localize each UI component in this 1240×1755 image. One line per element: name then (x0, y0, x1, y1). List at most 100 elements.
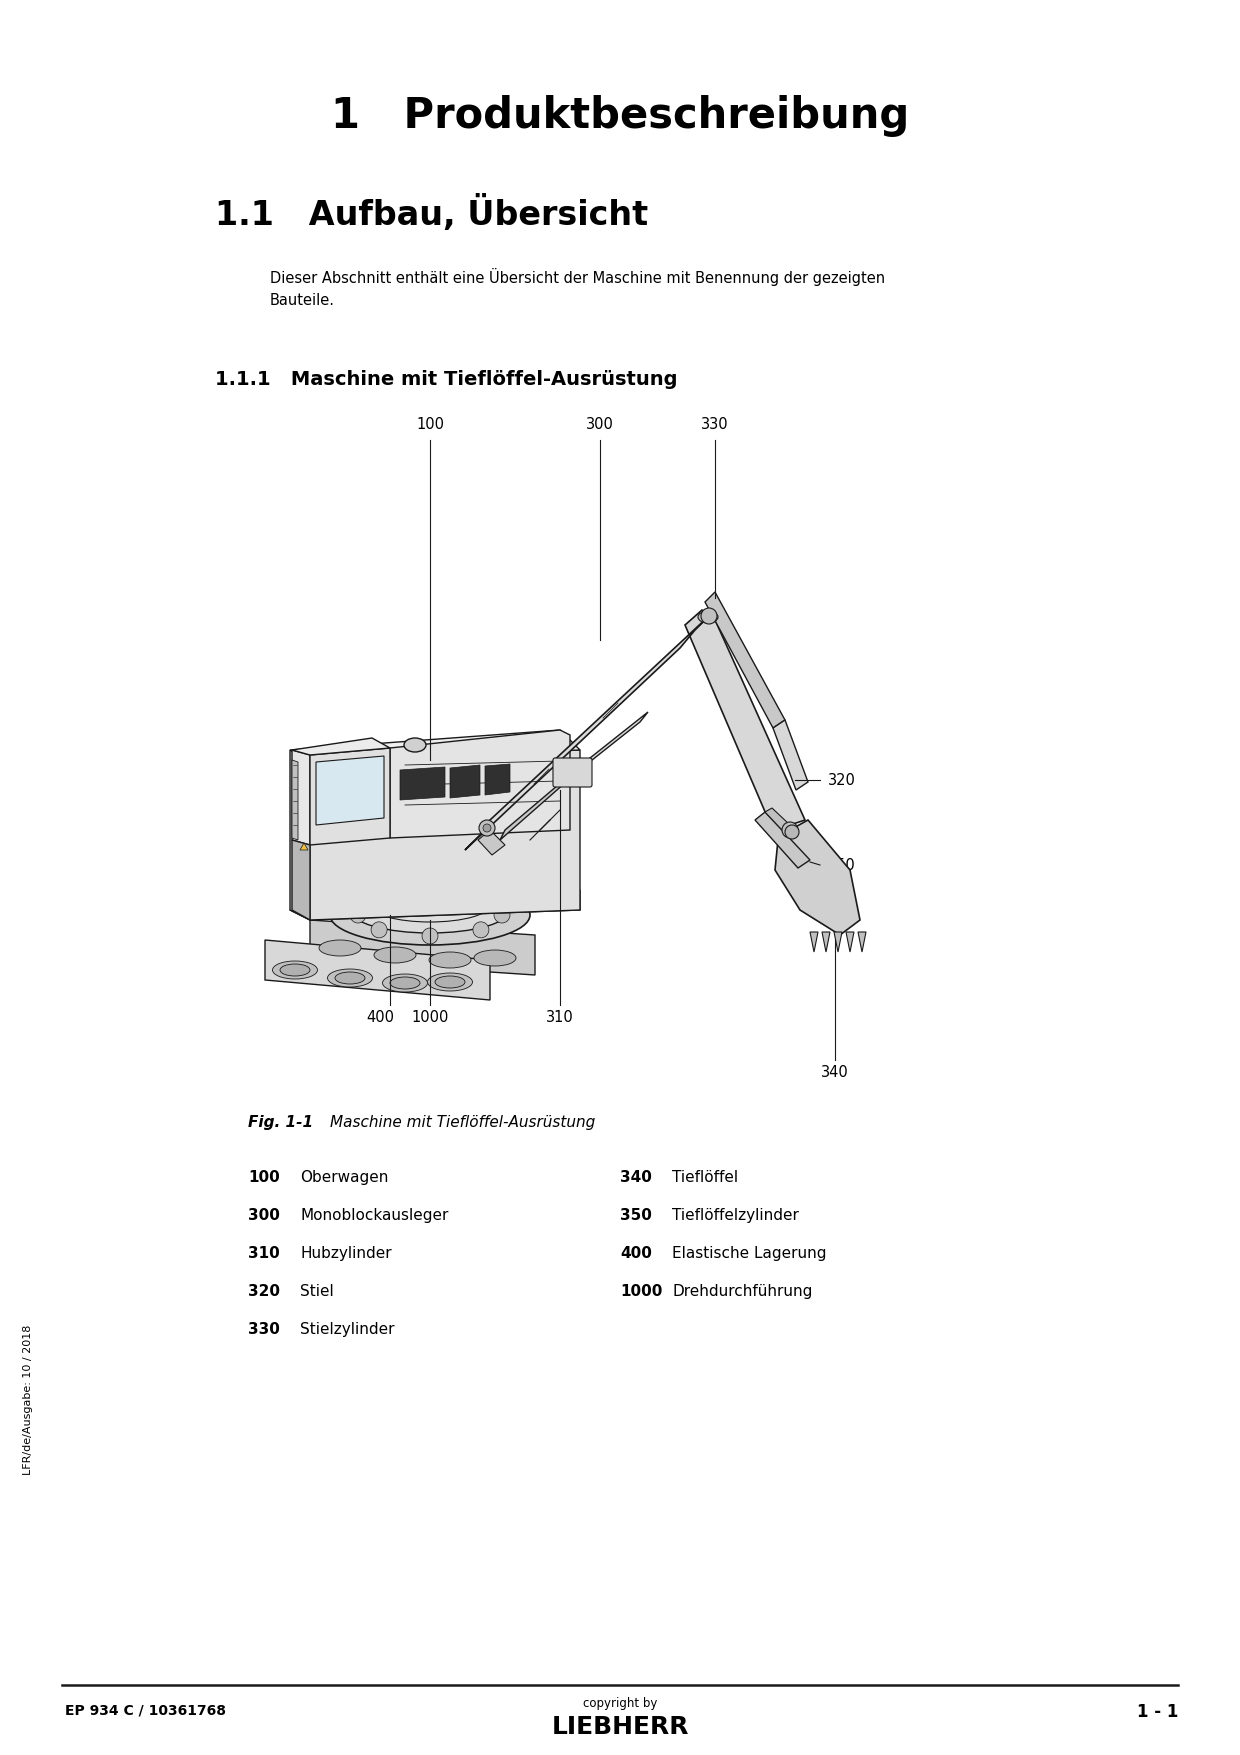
Circle shape (472, 921, 489, 937)
Text: 1.1.1   Maschine mit Tieflöffel-Ausrüstung: 1.1.1 Maschine mit Tieflöffel-Ausrüstung (215, 370, 677, 390)
Polygon shape (291, 841, 310, 920)
Ellipse shape (382, 974, 428, 992)
Polygon shape (310, 920, 534, 976)
Circle shape (782, 821, 799, 837)
Polygon shape (477, 830, 505, 855)
Text: 300: 300 (248, 1207, 280, 1223)
Text: Drehdurchführung: Drehdurchführung (672, 1285, 812, 1299)
Text: 330: 330 (248, 1322, 280, 1337)
Ellipse shape (391, 978, 420, 990)
Polygon shape (858, 932, 866, 951)
Text: 1000: 1000 (412, 1009, 449, 1025)
Ellipse shape (330, 885, 529, 944)
Text: 330: 330 (701, 418, 729, 432)
Ellipse shape (374, 948, 415, 963)
Text: 350: 350 (828, 858, 856, 872)
Text: Elastische Lagerung: Elastische Lagerung (672, 1246, 827, 1262)
Ellipse shape (319, 941, 361, 956)
Polygon shape (450, 765, 480, 799)
Circle shape (422, 886, 438, 902)
Text: 100: 100 (415, 418, 444, 432)
Text: LIEBHERR: LIEBHERR (552, 1715, 688, 1739)
Polygon shape (391, 730, 570, 837)
Polygon shape (582, 713, 649, 769)
Circle shape (371, 892, 387, 907)
Ellipse shape (273, 962, 317, 979)
Text: EP 934 C / 10361768: EP 934 C / 10361768 (64, 1702, 226, 1716)
Polygon shape (290, 890, 580, 920)
Polygon shape (846, 932, 854, 951)
Polygon shape (485, 763, 510, 795)
Circle shape (472, 892, 489, 907)
Polygon shape (300, 842, 308, 849)
Text: Oberwagen: Oberwagen (300, 1171, 388, 1185)
Circle shape (479, 820, 495, 835)
Polygon shape (465, 614, 711, 849)
Circle shape (484, 825, 491, 832)
Text: copyright by: copyright by (583, 1697, 657, 1709)
Ellipse shape (435, 976, 465, 988)
Text: 320: 320 (828, 772, 856, 788)
Circle shape (494, 907, 510, 923)
Text: 400: 400 (620, 1246, 652, 1262)
Circle shape (371, 921, 387, 937)
Text: Stiel: Stiel (300, 1285, 334, 1299)
Text: 1   Produktbeschreibung: 1 Produktbeschreibung (331, 95, 909, 137)
Text: 100: 100 (248, 1171, 280, 1185)
Polygon shape (316, 756, 384, 825)
Polygon shape (706, 591, 785, 728)
Text: 340: 340 (821, 1065, 849, 1079)
Text: 310: 310 (248, 1246, 280, 1262)
Circle shape (350, 907, 366, 923)
Text: Dieser Abschnitt enthält eine Übersicht der Maschine mit Benennung der gezeigten: Dieser Abschnitt enthält eine Übersicht … (270, 269, 885, 309)
Polygon shape (835, 932, 842, 951)
Ellipse shape (428, 972, 472, 992)
Polygon shape (500, 758, 590, 841)
Polygon shape (265, 941, 490, 1000)
Text: 300: 300 (587, 418, 614, 432)
Ellipse shape (350, 886, 510, 934)
Circle shape (701, 607, 717, 625)
Ellipse shape (280, 963, 310, 976)
Ellipse shape (474, 949, 516, 965)
Text: Tieflöffelzylinder: Tieflöffelzylinder (672, 1207, 799, 1223)
Polygon shape (755, 813, 810, 869)
Polygon shape (310, 748, 391, 844)
Ellipse shape (404, 739, 427, 751)
Polygon shape (290, 749, 310, 920)
Text: Maschine mit Tieflöffel-Ausrüstung: Maschine mit Tieflöffel-Ausrüstung (330, 1114, 595, 1130)
FancyBboxPatch shape (553, 758, 591, 786)
Text: 1 - 1: 1 - 1 (1137, 1702, 1178, 1722)
Text: Monoblockausleger: Monoblockausleger (300, 1207, 449, 1223)
Polygon shape (765, 807, 790, 830)
Text: 340: 340 (620, 1171, 652, 1185)
Text: Stielzylinder: Stielzylinder (300, 1322, 394, 1337)
Text: LFR/de/Ausgabe: 10 / 2018: LFR/de/Ausgabe: 10 / 2018 (24, 1325, 33, 1476)
Polygon shape (401, 767, 445, 800)
Text: 1.1   Aufbau, Übersicht: 1.1 Aufbau, Übersicht (215, 195, 649, 232)
Polygon shape (684, 611, 805, 835)
Ellipse shape (698, 611, 718, 623)
Polygon shape (822, 932, 830, 951)
Ellipse shape (335, 972, 365, 985)
Text: Hubzylinder: Hubzylinder (300, 1246, 392, 1262)
Polygon shape (773, 720, 808, 790)
Ellipse shape (370, 888, 490, 921)
Polygon shape (291, 760, 298, 841)
Text: 350: 350 (620, 1207, 652, 1223)
Circle shape (785, 825, 799, 839)
Ellipse shape (429, 951, 471, 969)
Text: 310: 310 (546, 1009, 574, 1025)
Ellipse shape (327, 969, 372, 986)
Text: 1000: 1000 (620, 1285, 662, 1299)
Text: 400: 400 (366, 1009, 394, 1025)
Polygon shape (310, 749, 580, 920)
Polygon shape (291, 749, 310, 844)
Polygon shape (775, 820, 861, 935)
Circle shape (422, 928, 438, 944)
Polygon shape (290, 730, 580, 760)
Text: Fig. 1-1: Fig. 1-1 (248, 1114, 314, 1130)
Polygon shape (810, 932, 818, 951)
Text: Tieflöffel: Tieflöffel (672, 1171, 738, 1185)
Text: 320: 320 (248, 1285, 280, 1299)
